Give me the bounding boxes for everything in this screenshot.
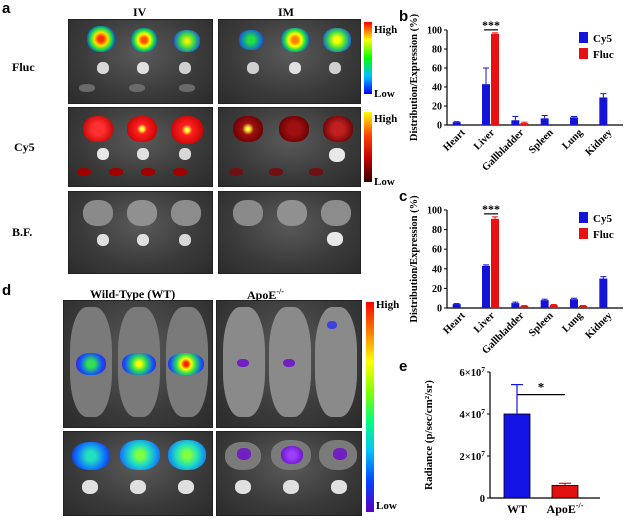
bar-cy5-lung [570,299,578,308]
wt-organs-image [63,431,213,516]
panel-b-letter: b [399,8,409,25]
legend-swatch-cy5 [579,32,588,43]
y-axis-label: Distribution/Expression (%) [409,13,420,141]
x-tick-label: ApoE-/- [547,501,584,516]
fluc-im-image [218,19,361,104]
bar-cy5-lung [570,117,578,125]
cy5-iv-image [68,107,213,187]
d-colorbar-low: Low [376,500,397,512]
x-tick-label: Lung [560,127,585,152]
bar-apoe [551,485,579,499]
wt-mice-image [63,300,213,428]
cy5-colorbar-high: High [374,113,398,125]
bar-fluc-lung [579,306,587,308]
x-tick-label: WT [507,502,527,516]
cy5-colorbar-low: Low [374,176,395,188]
x-tick-label: Kidney [584,127,615,158]
bar-cy5-gallbladder [511,303,520,308]
y-tick-label: 80 [432,225,442,236]
panel-c-letter: c [399,188,408,205]
fluc-colorbar-low: Low [374,88,395,100]
bar-cy5-kidney [599,278,608,308]
y-axis-label: Radiance (p/sec/cm²/sr) [423,380,435,490]
y-tick-label: 40 [432,264,442,275]
bf-iv-image [68,191,213,274]
bar-cy5-heart [452,304,461,308]
y-tick-label: 0 [437,121,442,132]
y-tick-label: 20 [432,284,442,295]
significance-label: *** [482,18,500,32]
y-tick-label: 100 [427,26,442,37]
bar-cy5-liver [482,84,490,125]
apoe-header: ApoE-/- [247,287,284,302]
x-tick-label: Heart [441,310,468,337]
y-tick-label: 80 [432,45,442,56]
bar-fluc-liver [491,33,499,125]
y-tick-label: 100 [427,206,442,217]
row-label-fluc: Fluc [12,60,35,74]
apoe-organs-image [216,431,362,516]
d-colorbar-high: High [376,299,400,311]
bar-fluc-gallbladder [520,306,529,308]
bar-cy5-spleen [540,300,549,308]
legend-label-cy5: Cy5 [593,33,612,45]
legend-swatch-fluc [579,228,588,239]
panel-e-letter: e [399,358,408,375]
fluc-colorbar-high: High [374,24,398,36]
legend-swatch-cy5 [579,212,588,223]
x-tick-label: Liver [472,127,497,152]
bf-im-image [218,191,361,274]
y-tick-label: 20 [432,102,442,113]
legend-swatch-fluc [579,48,588,59]
bar-cy5-gallbladder [511,120,520,125]
x-tick-label: Kidney [584,310,615,341]
y-axis-label: Distribution/Expression (%) [409,195,420,323]
panel-d-letter: d [2,282,12,299]
fluc-iv-image [68,19,213,104]
significance-label: *** [482,202,500,216]
bar-wt [503,413,531,499]
bar-cy5-liver [482,265,490,308]
im-header: IM [278,5,294,19]
iv-header: IV [133,5,147,19]
chart-c: 0 20 40 60 80 100 Distribution/Expression (%) H… [409,195,623,356]
y-tick-label: 2×107 [460,449,486,463]
y-tick-label: 4×107 [460,407,486,421]
cy5-im-image [218,107,361,187]
bar-fluc-liver [491,218,499,308]
wt-header: Wild-Type (WT) [90,287,176,301]
d-colorbar [366,302,374,512]
bar-fluc-gallbladder [520,123,529,125]
row-label-cy5: Cy5 [14,140,35,154]
cy5-colorbar [364,112,372,182]
x-tick-label: Lung [560,310,585,335]
legend-label-fluc: Fluc [593,49,614,61]
fluc-colorbar [364,22,372,94]
legend-label-fluc: Fluc [593,229,614,241]
x-tick-label: Heart [441,127,468,154]
chart-e: 0 2×107 4×107 6×107 Radiance (p/sec/cm²/sr) W… [423,365,600,516]
significance-label: * [538,380,545,395]
y-tick-label: 40 [432,83,442,94]
y-tick-label: 6×107 [460,365,486,379]
bar-cy5-spleen [540,118,549,125]
y-tick-label: 0 [437,304,442,315]
bar-cy5-kidney [599,97,608,125]
bar-cy5-heart [452,122,461,125]
apoe-mice-image [216,300,362,428]
y-tick-label: 60 [432,245,442,256]
row-label-bf: B.F. [12,225,33,239]
legend-label-cy5: Cy5 [593,213,612,225]
y-tick-label: 60 [432,64,442,75]
x-tick-label: Spleen [527,127,556,156]
bar-fluc-spleen [549,305,558,308]
x-tick-label: Spleen [527,310,556,339]
panel-a-letter: a [2,0,11,17]
y-tick-label: 0 [480,494,485,505]
x-tick-label: Liver [472,310,497,335]
chart-b: 0 20 40 60 80 100 Distribution/Expression (%) H… [409,13,623,173]
